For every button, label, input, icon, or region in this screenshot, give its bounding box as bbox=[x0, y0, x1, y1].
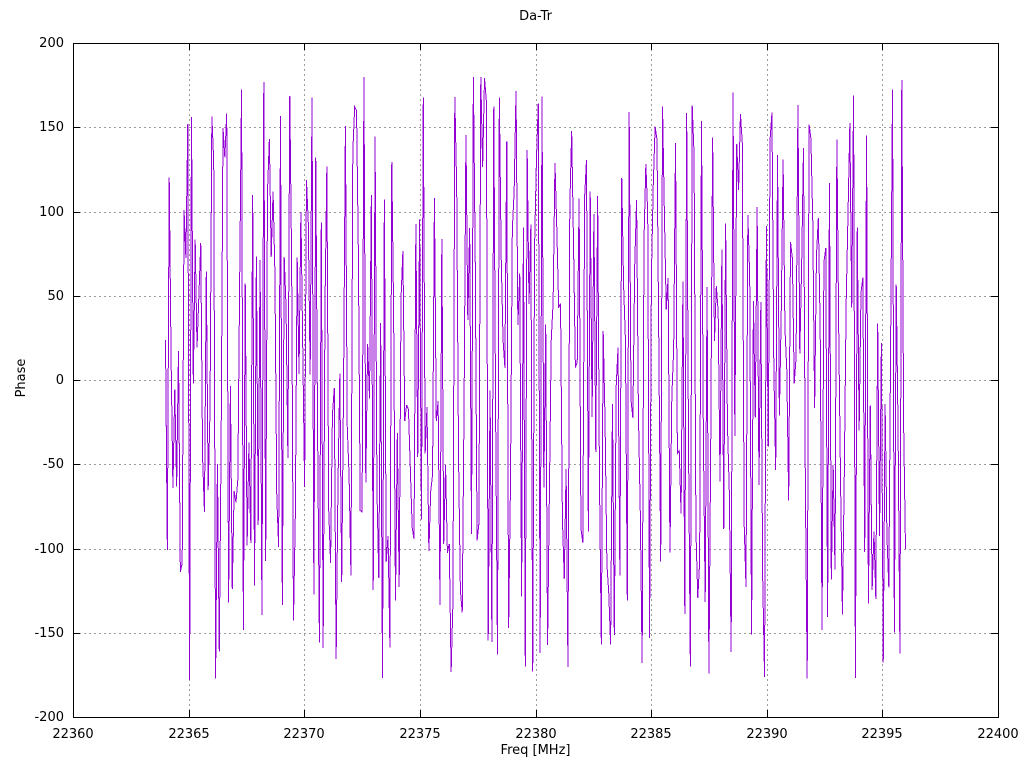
phase-trace bbox=[165, 76, 906, 680]
x-tick-label: 22385 bbox=[630, 727, 671, 742]
x-tick-label: 22365 bbox=[168, 727, 209, 742]
y-tick-label: -200 bbox=[34, 710, 64, 725]
plot-border bbox=[73, 43, 999, 718]
y-tick-label: 100 bbox=[39, 205, 64, 220]
x-tick-label: 22380 bbox=[515, 727, 556, 742]
y-tick-label: -100 bbox=[34, 542, 64, 557]
x-tick-label: 22395 bbox=[861, 727, 902, 742]
y-tick-label: -150 bbox=[34, 626, 64, 641]
x-tick-label: 22360 bbox=[52, 727, 93, 742]
y-tick-label: 200 bbox=[39, 36, 64, 51]
x-tick-label: 22400 bbox=[977, 727, 1018, 742]
y-tick-label: 50 bbox=[47, 289, 64, 304]
x-tick-label: 22370 bbox=[283, 727, 324, 742]
x-axis-label: Freq [MHz] bbox=[500, 743, 571, 758]
x-tick-label: 22375 bbox=[399, 727, 440, 742]
y-tick-label: -50 bbox=[43, 457, 64, 472]
x-tick-label: 22390 bbox=[746, 727, 787, 742]
y-tick-label: 150 bbox=[39, 120, 64, 135]
chart-title: Da-Tr bbox=[519, 9, 552, 24]
y-tick-label: 0 bbox=[56, 373, 64, 388]
